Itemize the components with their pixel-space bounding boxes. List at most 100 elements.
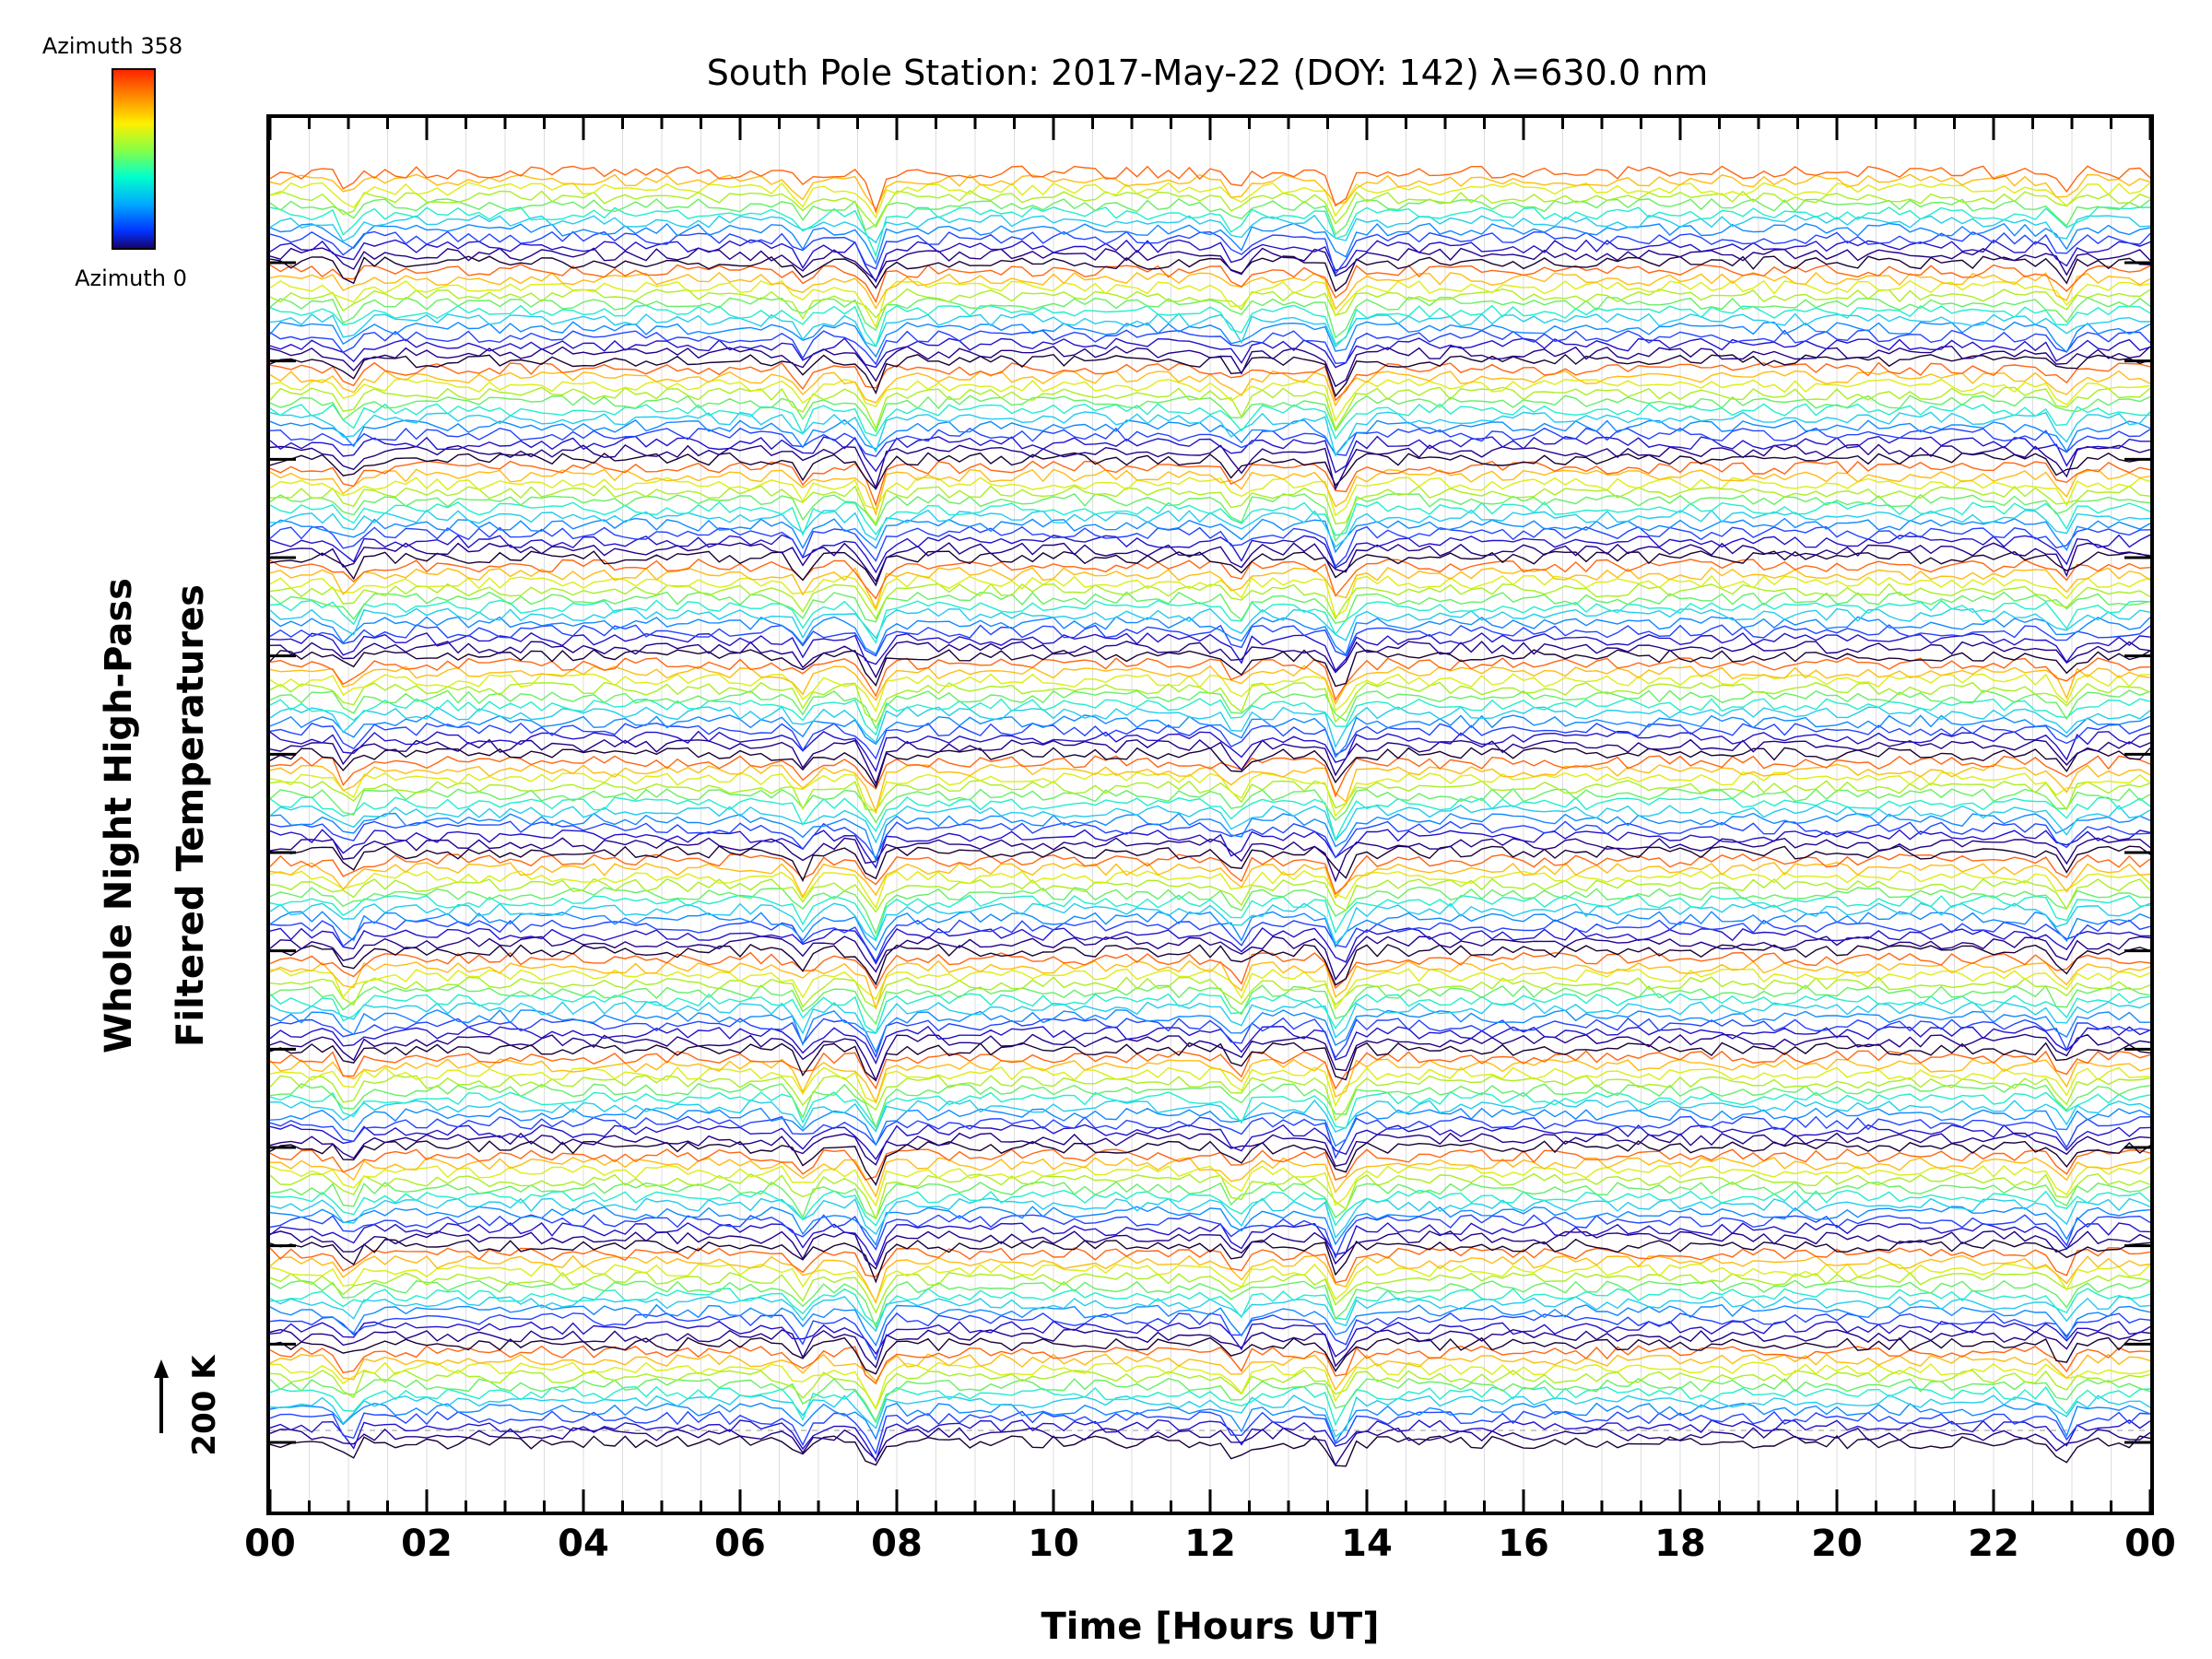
series-line	[270, 525, 2150, 568]
series-line	[270, 877, 2150, 913]
series-line	[270, 394, 2150, 433]
series-line	[270, 312, 2150, 348]
series-line	[270, 1050, 2150, 1090]
series-line	[270, 657, 2150, 701]
series-line	[270, 829, 2150, 869]
series-line	[270, 427, 2150, 457]
y-axis-label: Whole Night High-Pass Filtered Temperatu…	[98, 578, 212, 1053]
series-line	[270, 452, 2150, 490]
series-line	[270, 279, 2150, 329]
series-line	[270, 329, 2150, 366]
series-line	[270, 517, 2150, 554]
series-line	[270, 780, 2150, 812]
series-line	[270, 870, 2150, 910]
series-line	[270, 951, 2150, 990]
series-line	[270, 927, 2150, 965]
series-line	[270, 566, 2150, 610]
series-line	[270, 542, 2150, 583]
series-line	[270, 264, 2150, 304]
series-line	[270, 976, 2150, 1009]
series-line	[270, 411, 2150, 457]
series-line	[270, 1394, 2150, 1438]
colorbar-top-label: Azimuth 358	[42, 33, 182, 59]
series-line	[270, 894, 2150, 942]
series-line	[270, 403, 2150, 441]
series-line	[270, 1148, 2150, 1181]
series-line	[270, 1370, 2150, 1411]
x-tick-label: 06	[714, 1523, 766, 1565]
series-line	[270, 1090, 2150, 1129]
series-line	[270, 1082, 2150, 1130]
series-line	[270, 1288, 2150, 1325]
series-line	[270, 845, 2150, 883]
x-tick-label: 16	[1498, 1523, 1549, 1565]
series-line	[270, 820, 2150, 860]
series-line	[270, 198, 2150, 236]
series-line	[270, 443, 2150, 491]
series-line	[270, 296, 2150, 339]
series-line	[270, 1402, 2150, 1444]
series-line	[270, 346, 2150, 388]
colorbar: Azimuth 358 Azimuth 0	[42, 33, 187, 291]
series-line	[270, 1320, 2150, 1358]
series-line	[270, 1410, 2150, 1455]
series-line	[270, 1132, 2150, 1168]
series-line	[270, 665, 2150, 706]
x-tick-label: 14	[1341, 1523, 1393, 1565]
series-line	[270, 509, 2150, 548]
series-line	[270, 190, 2150, 229]
series-line	[270, 1197, 2150, 1240]
series-line	[270, 837, 2150, 883]
series-line	[270, 468, 2150, 517]
x-tick-label: 20	[1811, 1523, 1863, 1565]
series-line	[270, 165, 2150, 215]
series-line	[270, 763, 2150, 814]
series-line	[270, 1033, 2150, 1082]
series-line	[270, 795, 2150, 842]
series-line	[270, 862, 2150, 900]
series-line	[270, 1328, 2150, 1369]
series-line	[270, 1206, 2150, 1247]
series-line	[270, 771, 2150, 818]
x-tick-label: 00	[2124, 1523, 2176, 1565]
scale-bar-label: 200 K	[186, 1354, 223, 1456]
series-line	[270, 214, 2150, 244]
series-line	[270, 911, 2150, 952]
series-line	[270, 1345, 2150, 1385]
series-line	[270, 304, 2150, 348]
series-line	[270, 1025, 2150, 1065]
series-layer	[270, 165, 2150, 1467]
series-line	[270, 534, 2150, 574]
series-line	[270, 239, 2150, 284]
series-line	[270, 1157, 2150, 1198]
series-line	[270, 616, 2150, 656]
series-line	[270, 681, 2150, 724]
series-line	[270, 386, 2150, 431]
series-line	[270, 222, 2150, 265]
series-line	[270, 1254, 2150, 1305]
series-line	[270, 1041, 2150, 1082]
series-line	[270, 1124, 2150, 1161]
series-line	[270, 959, 2150, 1011]
series-line	[270, 1172, 2150, 1221]
series-line	[270, 182, 2150, 219]
series-line	[270, 804, 2150, 844]
series-line	[270, 1008, 2150, 1053]
series-line	[270, 607, 2150, 641]
series-line	[270, 361, 2150, 402]
x-tick-label: 08	[871, 1523, 923, 1565]
series-line	[270, 812, 2150, 864]
x-axis-label: Time [Hours UT]	[1041, 1606, 1380, 1648]
series-line	[270, 1378, 2150, 1423]
series-line	[270, 787, 2150, 824]
series-line	[270, 337, 2150, 369]
series-line	[270, 1058, 2150, 1104]
series-line	[270, 944, 2150, 986]
series-line	[270, 247, 2150, 282]
series-line	[270, 1238, 2150, 1284]
series-line	[270, 649, 2150, 688]
series-line	[270, 730, 2150, 772]
series-line	[270, 1140, 2150, 1186]
y-axis-label-line1: Whole Night High-Pass	[98, 578, 140, 1053]
